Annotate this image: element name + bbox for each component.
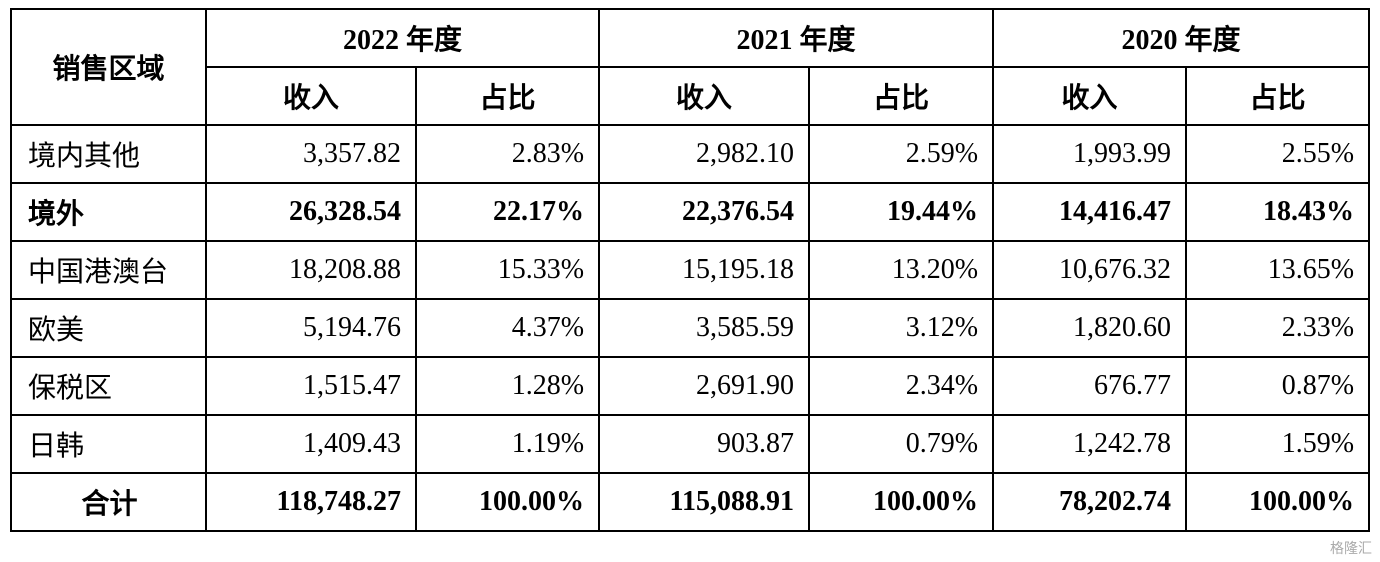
cell: 1,515.47 xyxy=(205,356,417,416)
cell: 2.59% xyxy=(808,124,995,184)
cell: 1.28% xyxy=(414,356,601,416)
cell: 100.00% xyxy=(808,472,995,532)
data-row: 日韩 1,409.43 1.19% 903.87 0.79% 1,242.78 1.59% xyxy=(10,414,1371,474)
cell: 1.19% xyxy=(414,414,601,474)
cell: 0.87% xyxy=(1185,356,1371,416)
cell: 118,748.27 xyxy=(205,472,417,532)
cell: 1.59% xyxy=(1185,414,1371,474)
header-row: 收入 占比 收入 占比 收入 占比 xyxy=(11,66,1371,126)
row-label: 境内其他 xyxy=(10,124,207,184)
watermark: 格隆汇 xyxy=(1330,541,1372,557)
cell: 18.43% xyxy=(1185,182,1371,242)
cell: 22,376.54 xyxy=(598,182,811,242)
row-label: 中国港澳台 xyxy=(10,240,207,300)
cell: 78,202.74 xyxy=(992,472,1188,532)
cell: 2.83% xyxy=(414,124,601,184)
cell: 2,982.10 xyxy=(598,124,811,184)
data-row: 境内其他 3,357.82 2.83% 2,982.10 2.59% 1,993.99 2.… xyxy=(10,124,1371,184)
cell: 3,357.82 xyxy=(205,124,417,184)
cell: 15,195.18 xyxy=(598,240,811,300)
cell: 13.65% xyxy=(1185,240,1371,300)
data-row: 境外 26,328.54 22.17% 22,376.54 19.44% 14,416.4… xyxy=(10,182,1371,242)
cell: 26,328.54 xyxy=(205,182,417,242)
table-body: 境内其他 3,357.82 2.83% 2,982.10 2.59% 1,993.99 2.… xyxy=(10,124,1371,532)
revenue-table: 销售区域 2022 年度 2021 年度 2020 年度 收入 占比 收入 占比 收入 占比 境内… xyxy=(10,8,1371,532)
cell: 13.20% xyxy=(808,240,995,300)
cell: 1,993.99 xyxy=(992,124,1188,184)
cell: 5,194.76 xyxy=(205,298,417,358)
data-row: 中国港澳台 18,208.88 15.33% 15,195.18 13.20% 10,67… xyxy=(10,240,1371,300)
year-header: 2021 年度 xyxy=(598,8,995,68)
data-row: 合计 118,748.27 100.00% 115,088.91 100.00% 78,2… xyxy=(10,472,1371,532)
row-label: 保税区 xyxy=(10,356,207,416)
cell: 2.33% xyxy=(1185,298,1371,358)
row-label: 境外 xyxy=(10,182,207,242)
cell: 2.34% xyxy=(808,356,995,416)
header-row: 销售区域 2022 年度 2021 年度 2020 年度 xyxy=(10,8,1371,126)
cell: 676.77 xyxy=(992,356,1188,416)
table-head: 销售区域 2022 年度 2021 年度 2020 年度 收入 占比 收入 占比 收入 占比 xyxy=(10,8,1371,126)
cell: 4.37% xyxy=(414,298,601,358)
row-label: 日韩 xyxy=(10,414,207,474)
row-label: 欧美 xyxy=(10,298,207,358)
cell: 903.87 xyxy=(598,414,811,474)
cell: 100.00% xyxy=(414,472,601,532)
sub-header: 收入 xyxy=(598,66,811,126)
cell: 3.12% xyxy=(808,298,995,358)
data-row: 欧美 5,194.76 4.37% 3,585.59 3.12% 1,820.60 2.33… xyxy=(10,298,1371,358)
cell: 19.44% xyxy=(808,182,995,242)
cell: 10,676.32 xyxy=(992,240,1188,300)
cell: 1,820.60 xyxy=(992,298,1188,358)
cell: 15.33% xyxy=(414,240,601,300)
region-header: 销售区域 xyxy=(10,8,207,126)
cell: 3,585.59 xyxy=(598,298,811,358)
cell: 14,416.47 xyxy=(992,182,1188,242)
cell: 100.00% xyxy=(1185,472,1371,532)
sub-header: 占比 xyxy=(1185,66,1371,126)
cell: 18,208.88 xyxy=(205,240,417,300)
cell: 2,691.90 xyxy=(598,356,811,416)
year-header: 2022 年度 xyxy=(204,8,601,68)
sub-header: 收入 xyxy=(205,66,417,126)
cell: 22.17% xyxy=(414,182,601,242)
data-row: 保税区 1,515.47 1.28% 2,691.90 2.34% 676.77 0.87% xyxy=(10,356,1371,416)
cell: 1,409.43 xyxy=(205,414,417,474)
sub-header: 占比 xyxy=(414,66,601,126)
sub-header: 收入 xyxy=(992,66,1188,126)
cell: 115,088.91 xyxy=(598,472,811,532)
cell: 2.55% xyxy=(1185,124,1371,184)
cell: 0.79% xyxy=(808,414,995,474)
year-header: 2020 年度 xyxy=(992,8,1371,68)
row-label: 合计 xyxy=(10,472,207,532)
sub-header: 占比 xyxy=(808,66,995,126)
cell: 1,242.78 xyxy=(992,414,1188,474)
